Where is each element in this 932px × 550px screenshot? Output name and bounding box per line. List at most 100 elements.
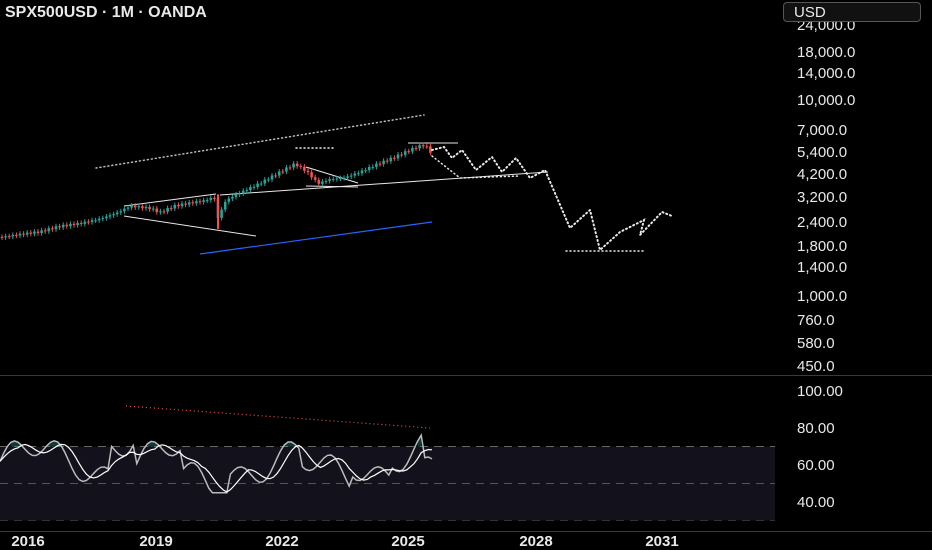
time-axis[interactable]: 2016 2019 2022 2025 2028 2031: [11, 533, 678, 550]
candle-body: [7, 236, 11, 238]
candle-body: [119, 211, 123, 213]
price-pane[interactable]: [0, 114, 673, 255]
candle-body: [256, 183, 259, 187]
candle-body: [375, 163, 378, 167]
candle-body: [191, 202, 195, 204]
candle-body: [281, 171, 285, 173]
candle-body: [285, 167, 288, 172]
candle-body: [288, 167, 292, 169]
consolidation-upper-line: [305, 166, 359, 184]
candle-body: [15, 234, 18, 236]
candle-body: [227, 198, 231, 202]
candle-body: [393, 157, 396, 159]
price-tick-label: 450.0: [797, 358, 835, 375]
candle-body: [263, 179, 267, 184]
price-tick-label: 1,800.0: [797, 238, 847, 255]
candle-body: [385, 160, 389, 162]
candle-body: [151, 208, 155, 210]
candle-body: [90, 220, 94, 223]
candle-body: [324, 180, 328, 182]
candle-body: [173, 204, 177, 209]
candle-body: [364, 170, 367, 172]
candle-body: [349, 175, 353, 177]
triangle-lower-line: [123, 215, 257, 237]
price-tick-label: 10,000.0: [797, 92, 855, 109]
candle-body: [367, 166, 371, 171]
candle-body: [241, 190, 245, 194]
rsi-ma-line: [0, 443, 433, 493]
candle-body: [33, 231, 36, 234]
candle-body: [0, 236, 4, 238]
candle-body: [36, 231, 40, 234]
candle-body: [335, 178, 339, 180]
price-tick-label: 760.0: [797, 312, 835, 329]
upper-trend-line: [95, 114, 425, 169]
candle-body: [389, 157, 393, 162]
candle-body: [126, 207, 130, 209]
candle-body: [72, 223, 76, 226]
candle-body: [407, 151, 411, 153]
candle-body: [234, 194, 238, 197]
candle-body: [292, 163, 295, 168]
candle-body: [270, 175, 274, 180]
time-tick-label: 2025: [391, 533, 424, 550]
candle-body: [421, 145, 425, 147]
rsi-tick-label: 60.00: [797, 457, 835, 474]
rsi-overbought-fill: [10, 440, 22, 447]
candle-body: [346, 176, 349, 178]
projection-branch: [431, 155, 521, 179]
candle-body: [357, 173, 360, 175]
candle-body: [133, 205, 137, 208]
time-tick-label: 2022: [265, 533, 298, 550]
candle-body: [137, 206, 141, 208]
candle-body: [144, 206, 148, 209]
candle-body: [414, 148, 418, 150]
candle-body: [342, 177, 346, 179]
candle-body: [382, 160, 385, 165]
candle-body: [400, 154, 403, 156]
candle-body: [274, 175, 277, 177]
symbol-title[interactable]: SPX500USD · 1M · OANDA: [5, 4, 207, 21]
candle-body: [94, 220, 97, 222]
consolidation-lower-line: [305, 185, 359, 188]
candle-body: [223, 201, 227, 210]
candle-body: [252, 186, 256, 188]
candle-body: [425, 146, 429, 148]
price-tick-label: 4,200.0: [797, 166, 847, 183]
time-tick-label: 2031: [645, 533, 678, 550]
candle-body: [303, 166, 306, 171]
price-tick-label: 7,000.0: [797, 122, 847, 139]
price-tick-label: 18,000.0: [797, 44, 855, 61]
price-tick-label: 1,000.0: [797, 288, 847, 305]
rsi-axis[interactable]: 100.00 80.00 60.00 40.00: [797, 383, 843, 511]
candle-body: [299, 166, 303, 168]
candle-body: [205, 200, 209, 202]
candle-body: [202, 200, 205, 202]
price-axis[interactable]: 24,000.018,000.014,000.010,000.07,000.05…: [797, 17, 855, 375]
rsi-pane[interactable]: [0, 405, 433, 494]
candle-body: [195, 201, 198, 204]
candle-body: [360, 170, 364, 174]
price-tick-label: 5,400.0: [797, 144, 847, 161]
candle-body: [209, 197, 213, 201]
candle-body: [130, 205, 133, 208]
candle-body: [429, 146, 432, 153]
candle-body: [339, 177, 342, 179]
triangle-upper-line: [123, 193, 217, 207]
candle-body: [418, 145, 421, 149]
candle-body: [317, 179, 321, 184]
candle-body: [43, 230, 47, 232]
price-tick-label: 14,000.0: [797, 65, 855, 82]
candle-body: [213, 197, 216, 200]
candle-body: [69, 223, 72, 227]
candle-body: [51, 228, 54, 230]
candle-body: [18, 233, 22, 236]
candle-body: [166, 208, 169, 212]
candle-body: [396, 154, 400, 159]
candle-body: [162, 211, 166, 213]
candle-body: [231, 196, 234, 199]
candle-body: [105, 216, 108, 219]
candle-body: [29, 232, 33, 234]
currency-selector[interactable]: USD: [783, 2, 921, 22]
